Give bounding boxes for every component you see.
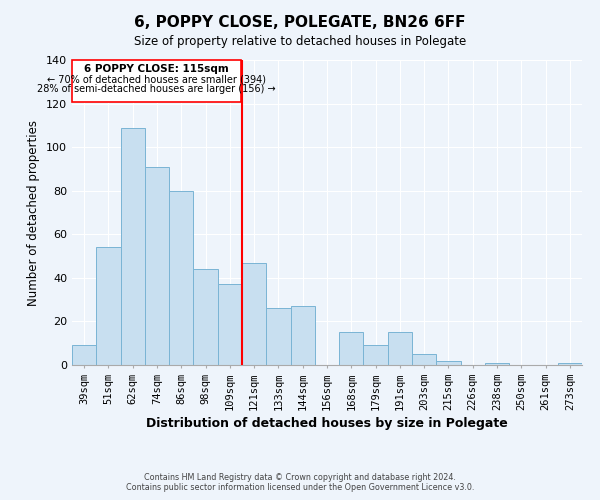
Bar <box>96 248 121 365</box>
Text: Size of property relative to detached houses in Polegate: Size of property relative to detached ho… <box>134 35 466 48</box>
Bar <box>73 60 241 102</box>
Y-axis label: Number of detached properties: Number of detached properties <box>28 120 40 306</box>
Bar <box>364 346 388 365</box>
Text: 6 POPPY CLOSE: 115sqm: 6 POPPY CLOSE: 115sqm <box>84 64 229 74</box>
Bar <box>242 262 266 365</box>
Bar <box>485 363 509 365</box>
Text: ← 70% of detached houses are smaller (394): ← 70% of detached houses are smaller (39… <box>47 74 266 84</box>
Bar <box>72 346 96 365</box>
X-axis label: Distribution of detached houses by size in Polegate: Distribution of detached houses by size … <box>146 417 508 430</box>
Bar <box>266 308 290 365</box>
Bar <box>121 128 145 365</box>
Bar <box>339 332 364 365</box>
Bar <box>218 284 242 365</box>
Bar <box>193 269 218 365</box>
Text: 28% of semi-detached houses are larger (156) →: 28% of semi-detached houses are larger (… <box>37 84 276 94</box>
Bar <box>290 306 315 365</box>
Text: 6, POPPY CLOSE, POLEGATE, BN26 6FF: 6, POPPY CLOSE, POLEGATE, BN26 6FF <box>134 15 466 30</box>
Text: Contains HM Land Registry data © Crown copyright and database right 2024.
Contai: Contains HM Land Registry data © Crown c… <box>126 473 474 492</box>
Bar <box>436 360 461 365</box>
Bar <box>145 167 169 365</box>
Bar <box>558 363 582 365</box>
Bar <box>169 190 193 365</box>
Bar <box>388 332 412 365</box>
Bar <box>412 354 436 365</box>
